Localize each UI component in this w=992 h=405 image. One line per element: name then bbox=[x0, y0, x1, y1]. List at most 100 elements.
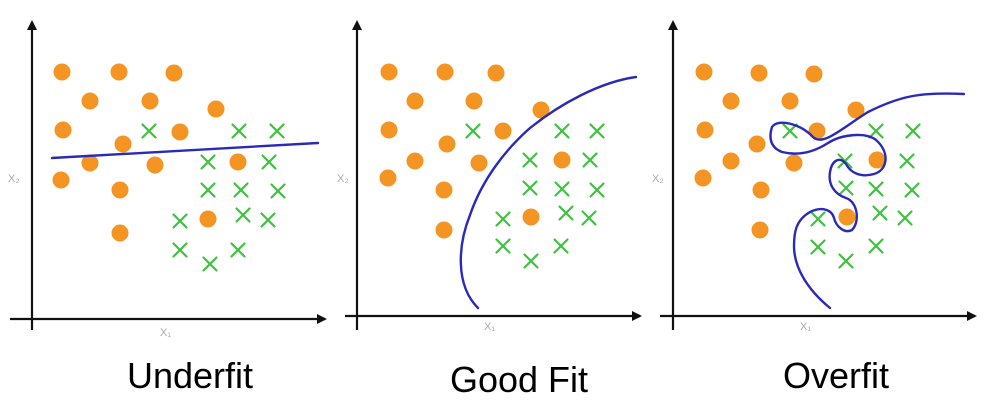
class-a-point bbox=[465, 92, 483, 110]
class-a-point bbox=[146, 156, 164, 174]
class-a-point bbox=[553, 151, 571, 169]
class-a-point bbox=[748, 135, 766, 153]
class-a-point bbox=[111, 181, 129, 199]
class-b-point bbox=[838, 180, 854, 196]
class-b-point bbox=[235, 207, 251, 223]
class-a-point bbox=[435, 221, 453, 239]
class-a-point bbox=[752, 181, 770, 199]
class-b-point bbox=[897, 210, 913, 226]
class-b-point bbox=[868, 181, 884, 197]
class-b-point bbox=[553, 238, 569, 254]
class-a-point bbox=[436, 63, 454, 81]
class-a-point bbox=[380, 63, 398, 81]
class-a-point bbox=[808, 122, 826, 140]
class-a-point bbox=[847, 101, 865, 119]
class-a-point bbox=[53, 63, 71, 81]
class-a-point bbox=[785, 154, 803, 172]
class-b-point bbox=[231, 123, 247, 139]
x-axis-label: X₁ bbox=[484, 321, 495, 333]
y-axis-label: X₂ bbox=[652, 173, 664, 185]
class-b-point bbox=[582, 152, 598, 168]
class-a-point bbox=[750, 64, 768, 82]
class-a-point bbox=[110, 63, 128, 81]
class-b-point bbox=[495, 238, 511, 254]
class-b-point bbox=[904, 182, 920, 198]
class-a-point bbox=[54, 121, 72, 139]
class-a-point bbox=[171, 123, 189, 141]
y-axis-label: X₂ bbox=[8, 173, 20, 185]
class-a-point bbox=[207, 100, 225, 118]
class-a-point bbox=[111, 224, 129, 242]
class-a-point bbox=[438, 135, 456, 153]
class-b-point bbox=[868, 238, 884, 254]
class-b-point bbox=[200, 182, 216, 198]
class-a-point bbox=[114, 135, 132, 153]
class-b-point bbox=[172, 242, 188, 258]
points-group bbox=[52, 63, 286, 272]
class-a-point bbox=[522, 208, 540, 226]
decision-boundary bbox=[459, 75, 638, 310]
class-a-point bbox=[868, 151, 886, 169]
class-a-point bbox=[229, 153, 247, 171]
class-a-point bbox=[81, 154, 99, 172]
class-b-point bbox=[202, 256, 218, 272]
class-b-point bbox=[554, 123, 570, 139]
class-b-point bbox=[172, 213, 188, 229]
class-a-point bbox=[751, 221, 769, 239]
x-axis-label: X₁ bbox=[800, 321, 811, 333]
y-axis-label: X₂ bbox=[337, 173, 349, 185]
decision-boundary bbox=[769, 92, 966, 310]
class-a-point bbox=[81, 92, 99, 110]
class-a-point bbox=[141, 92, 159, 110]
class-a-point bbox=[380, 121, 398, 139]
panel-underfit: X₂ X₁ Underfit bbox=[8, 20, 327, 396]
panel-good-fit: X₂ X₁ Good Fit bbox=[337, 20, 642, 400]
class-b-point bbox=[589, 123, 605, 139]
class-b-point bbox=[269, 123, 285, 139]
class-b-point bbox=[899, 153, 915, 169]
class-b-point bbox=[838, 253, 854, 269]
class-b-point bbox=[581, 210, 597, 226]
caption-good-fit: Good Fit bbox=[450, 359, 588, 400]
class-b-point bbox=[233, 182, 249, 198]
class-b-point bbox=[522, 180, 538, 196]
class-a-point bbox=[406, 92, 424, 110]
class-a-point bbox=[379, 169, 397, 187]
class-b-point bbox=[465, 123, 481, 139]
class-a-point bbox=[695, 63, 713, 81]
class-a-point bbox=[838, 208, 856, 226]
class-a-point bbox=[52, 171, 70, 189]
class-a-point bbox=[781, 92, 799, 110]
class-b-point bbox=[868, 123, 884, 139]
class-b-point bbox=[558, 205, 574, 221]
class-a-point bbox=[722, 92, 740, 110]
class-a-point bbox=[199, 210, 217, 228]
class-b-point bbox=[270, 183, 286, 199]
x-axis-label: X₁ bbox=[160, 327, 171, 339]
class-b-point bbox=[523, 253, 539, 269]
class-b-point bbox=[230, 242, 246, 258]
class-b-point bbox=[200, 154, 216, 170]
class-a-point bbox=[694, 169, 712, 187]
class-b-point bbox=[589, 182, 605, 198]
class-b-point bbox=[522, 152, 538, 168]
class-a-point bbox=[532, 101, 550, 119]
class-a-point bbox=[470, 154, 488, 172]
caption-overfit: Overfit bbox=[783, 355, 889, 396]
class-a-point bbox=[722, 152, 740, 170]
points-group bbox=[694, 63, 921, 269]
class-a-point bbox=[406, 152, 424, 170]
class-b-point bbox=[495, 211, 511, 227]
decision-boundary bbox=[50, 141, 320, 160]
caption-underfit: Underfit bbox=[127, 355, 253, 396]
class-a-point bbox=[805, 65, 823, 83]
class-b-point bbox=[837, 153, 853, 169]
class-b-point bbox=[782, 123, 798, 139]
class-b-point bbox=[810, 211, 826, 227]
class-a-point bbox=[165, 64, 183, 82]
class-a-point bbox=[696, 121, 714, 139]
class-b-point bbox=[872, 205, 888, 221]
class-b-point bbox=[261, 154, 277, 170]
class-b-point bbox=[905, 123, 921, 139]
